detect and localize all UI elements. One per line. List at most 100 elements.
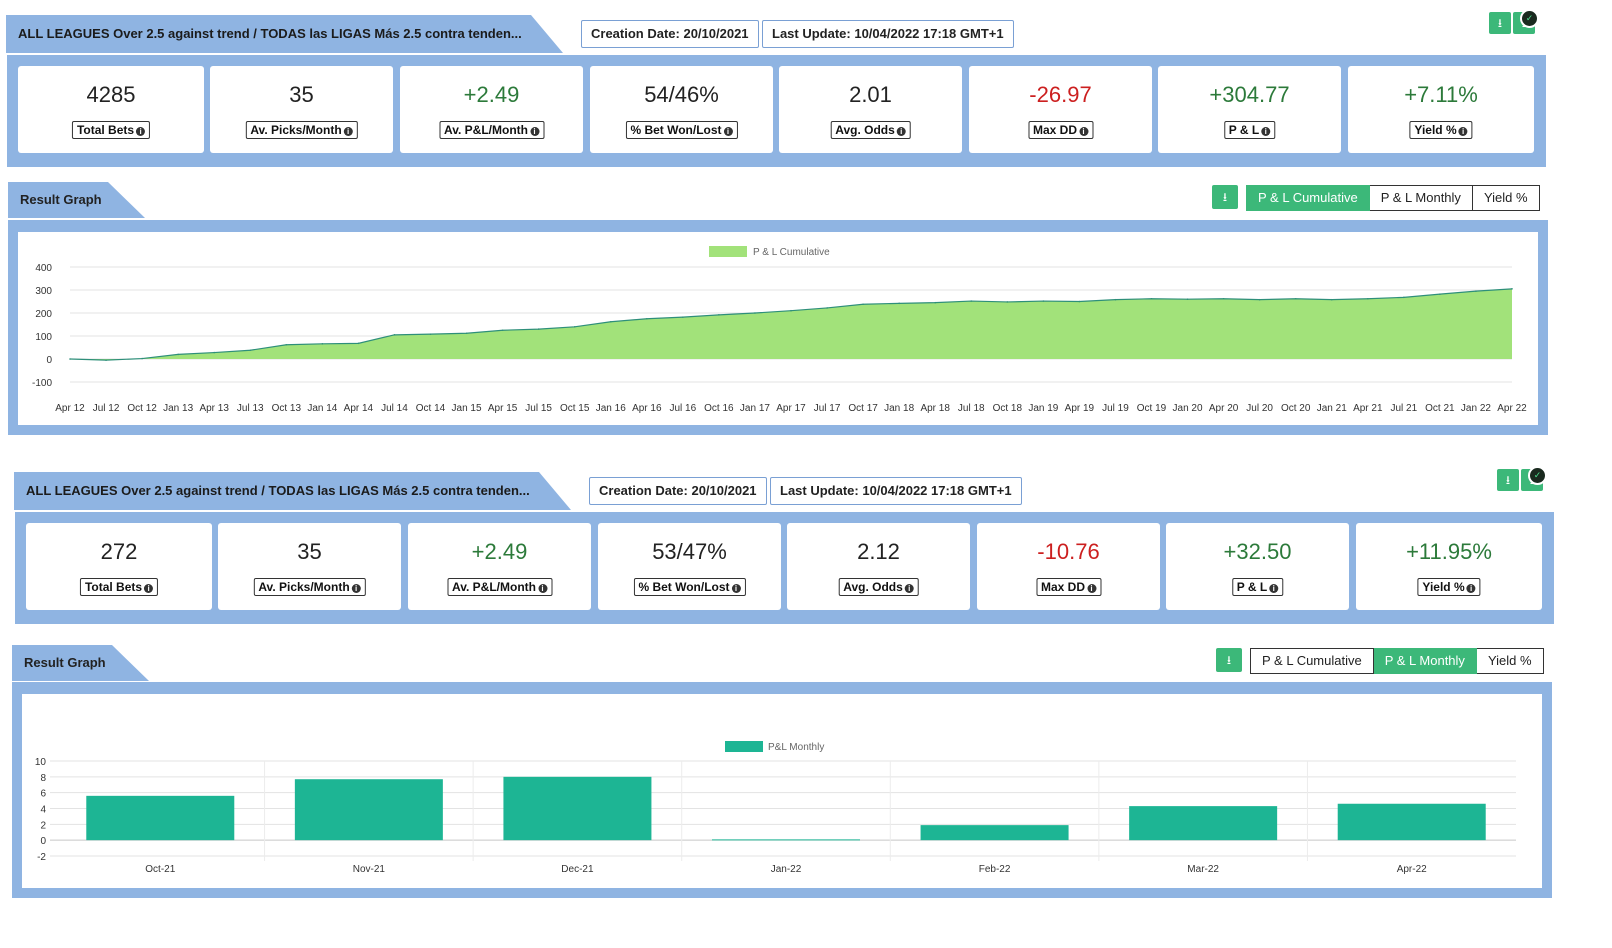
x-tick-label: Apr 14 [344, 403, 374, 414]
info-icon[interactable]: i [538, 584, 547, 593]
stat-label[interactable]: Av. P&L/Month i [447, 578, 552, 596]
stat-label[interactable]: Av. Picks/Month i [245, 121, 358, 139]
y-tick-label: 2 [40, 820, 46, 831]
info-icon[interactable]: i [351, 584, 361, 593]
report-title: ALL LEAGUES Over 2.5 against trend / TOD… [6, 15, 563, 53]
graph-toggle-group: P & L Cumulative P & L Monthly Yield % [1250, 648, 1544, 674]
x-tick-label: Jan 18 [884, 403, 914, 414]
data-point [249, 349, 252, 352]
x-tick-label: Oct 12 [127, 403, 157, 414]
stat-card: 2.01 Avg. Odds i [779, 66, 962, 153]
stat-label[interactable]: Total Bets i [79, 578, 159, 596]
info-icon[interactable]: i [723, 127, 733, 136]
info-icon[interactable]: i [904, 584, 914, 593]
stat-label[interactable]: Yield % i [1417, 578, 1481, 596]
bottom-report-block: ALL LEAGUES Over 2.5 against trend / TOD… [0, 457, 1612, 948]
stat-value: +32.50 [1223, 539, 1292, 564]
stats-panel: 4285 Total Bets i 35 Av. Picks/Month i +2.49 Av… [7, 55, 1546, 167]
stat-label[interactable]: Avg. Odds i [838, 578, 919, 596]
report-title: ALL LEAGUES Over 2.5 against trend / TOD… [14, 472, 571, 510]
x-tick-label: Apr 16 [632, 403, 662, 414]
data-point [501, 329, 504, 332]
download-icon[interactable]: ⭳ [1497, 469, 1519, 491]
toggle-pl-monthly[interactable]: P & L Monthly [1373, 648, 1477, 674]
x-tick-label: Jan 20 [1173, 403, 1203, 414]
info-icon[interactable]: i [1269, 584, 1279, 593]
info-icon[interactable]: i [144, 584, 154, 593]
check-icon: ✓ [1520, 9, 1539, 28]
download-icon[interactable]: ⭳ [1216, 648, 1242, 672]
stat-value: +2.49 [463, 82, 520, 107]
info-icon[interactable]: i [530, 127, 539, 136]
info-icon[interactable]: i [136, 127, 146, 136]
x-tick-label: Apr 19 [1065, 403, 1095, 414]
info-icon[interactable]: i [1261, 127, 1271, 136]
stat-label[interactable]: Av. P&L/Month i [439, 121, 544, 139]
toggle-yield[interactable]: Yield % [1472, 185, 1540, 211]
stat-value: +11.95% [1406, 539, 1492, 564]
data-point [1330, 298, 1333, 301]
x-tick-label: Nov-21 [353, 864, 386, 875]
data-point [898, 302, 900, 305]
stat-label[interactable]: Max DD i [1027, 121, 1094, 139]
stat-label[interactable]: % Bet Won/Lost i [625, 121, 738, 139]
stat-label[interactable]: % Bet Won/Lost i [633, 578, 746, 596]
stat-label-text: Yield % [1422, 580, 1465, 594]
toggle-yield[interactable]: Yield % [1476, 648, 1544, 674]
bar [1337, 803, 1486, 841]
bar [920, 825, 1069, 841]
chart-area: P & L Cumulative 400 300 200 100 0 -100 Apr 12 J… [18, 232, 1538, 425]
data-point [682, 316, 684, 318]
x-tick-label: Jul 17 [814, 403, 841, 414]
creation-date: Creation Date: 20/10/2021 [589, 477, 767, 505]
stats-panel: 272 Total Bets i 35 Av. Picks/Month i +2.49 Av.… [15, 512, 1554, 624]
download-icon[interactable]: ⭳ [1489, 12, 1511, 34]
x-tick-label: Jan 22 [1461, 403, 1491, 414]
info-icon[interactable]: i [731, 584, 741, 593]
x-tick-label: Jul 19 [1102, 403, 1129, 414]
stat-card: +7.11% Yield % i [1348, 66, 1534, 153]
stat-card: +2.49 Av. P&L/Month i [400, 66, 583, 153]
x-tick-label: Jul 18 [958, 403, 985, 414]
x-tick-label: Jul 16 [670, 403, 697, 414]
info-icon[interactable]: i [343, 127, 353, 136]
stat-label[interactable]: Max DD i [1035, 578, 1102, 596]
download-icon[interactable]: ⭳ [1212, 185, 1238, 209]
stat-value: -10.76 [1037, 539, 1100, 564]
stat-label[interactable]: Av. Picks/Month i [253, 578, 366, 596]
stat-label[interactable]: Yield % i [1409, 121, 1473, 139]
stat-label-text: Total Bets [84, 580, 143, 594]
stat-label[interactable]: Total Bets i [71, 121, 151, 139]
x-tick-label: Apr-22 [1397, 864, 1427, 875]
x-tick-label: Oct 18 [993, 403, 1023, 414]
stat-value: +304.77 [1209, 82, 1290, 107]
stat-label-text: Av. Picks/Month [250, 123, 342, 137]
toggle-pl-monthly[interactable]: P & L Monthly [1369, 185, 1473, 211]
toggle-pl-cumulative[interactable]: P & L Cumulative [1250, 648, 1374, 674]
data-point [537, 328, 540, 330]
info-icon[interactable]: i [1087, 584, 1097, 593]
data-point [285, 343, 288, 346]
stat-label-text: % Bet Won/Lost [630, 123, 722, 137]
stat-value: 2.01 [849, 82, 892, 107]
x-tick-label: Jul 15 [525, 403, 552, 414]
last-update: Last Update: 10/04/2022 17:18 GMT+1 [762, 20, 1014, 48]
info-icon[interactable]: i [1458, 127, 1468, 136]
stat-card: 4285 Total Bets i [18, 66, 204, 153]
data-point [69, 358, 71, 360]
info-icon[interactable]: i [896, 127, 906, 136]
stat-label-text: % Bet Won/Lost [638, 580, 730, 594]
toggle-pl-cumulative[interactable]: P & L Cumulative [1246, 185, 1370, 211]
stat-label[interactable]: Avg. Odds i [830, 121, 911, 139]
stat-card: 53/47% % Bet Won/Lost i [598, 523, 781, 610]
info-icon[interactable]: i [1079, 127, 1089, 136]
stat-card: -26.97 Max DD i [969, 66, 1152, 153]
stat-label-text: Total Bets [76, 123, 135, 137]
x-tick-label: Apr 21 [1353, 403, 1383, 414]
info-icon[interactable]: i [1466, 584, 1476, 593]
y-tick-label: -2 [37, 852, 46, 863]
stat-card: -10.76 Max DD i [977, 523, 1160, 610]
